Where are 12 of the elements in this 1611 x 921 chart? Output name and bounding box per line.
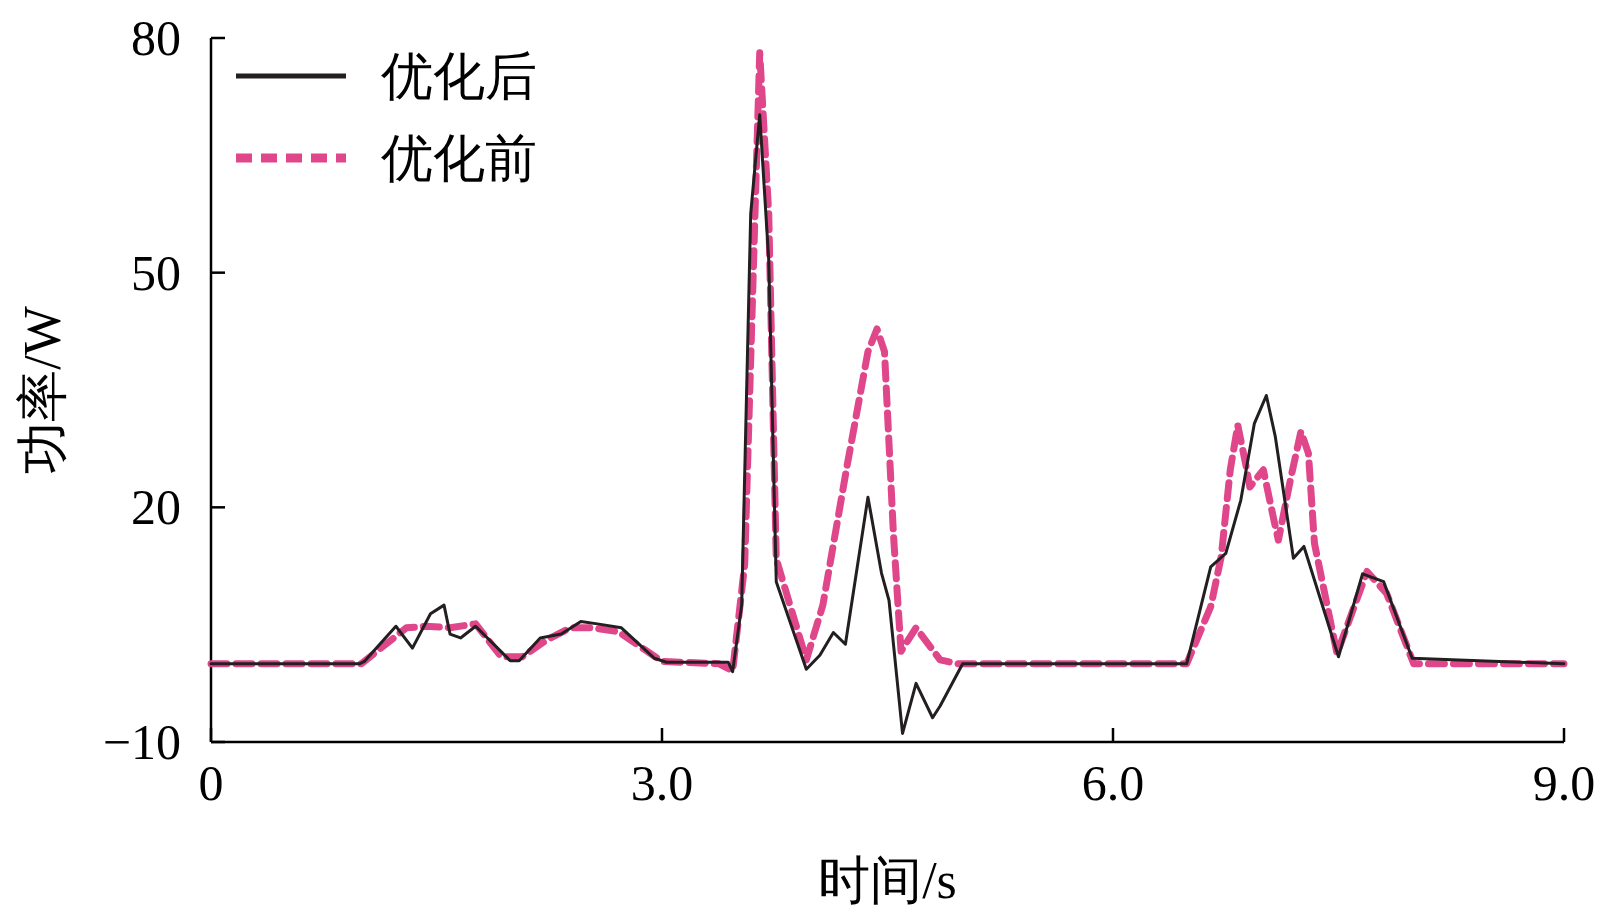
y-tick-label: 20 <box>131 479 181 536</box>
y-tick-label: 50 <box>131 244 181 301</box>
x-tick-label: 9.0 <box>1532 755 1596 811</box>
y-axis-title: 功率/W <box>14 306 71 474</box>
legend-label: 优化前 <box>381 130 537 187</box>
x-tick-label: 3.0 <box>630 755 694 811</box>
x-tick-label: 6.0 <box>1081 755 1145 811</box>
y-tick-label: −10 <box>102 714 181 770</box>
x-axis-title: 时间/s <box>818 852 957 909</box>
y-tick-label: 80 <box>131 10 181 66</box>
x-tick-label: 0 <box>198 755 224 811</box>
legend-label: 优化后 <box>381 48 537 105</box>
